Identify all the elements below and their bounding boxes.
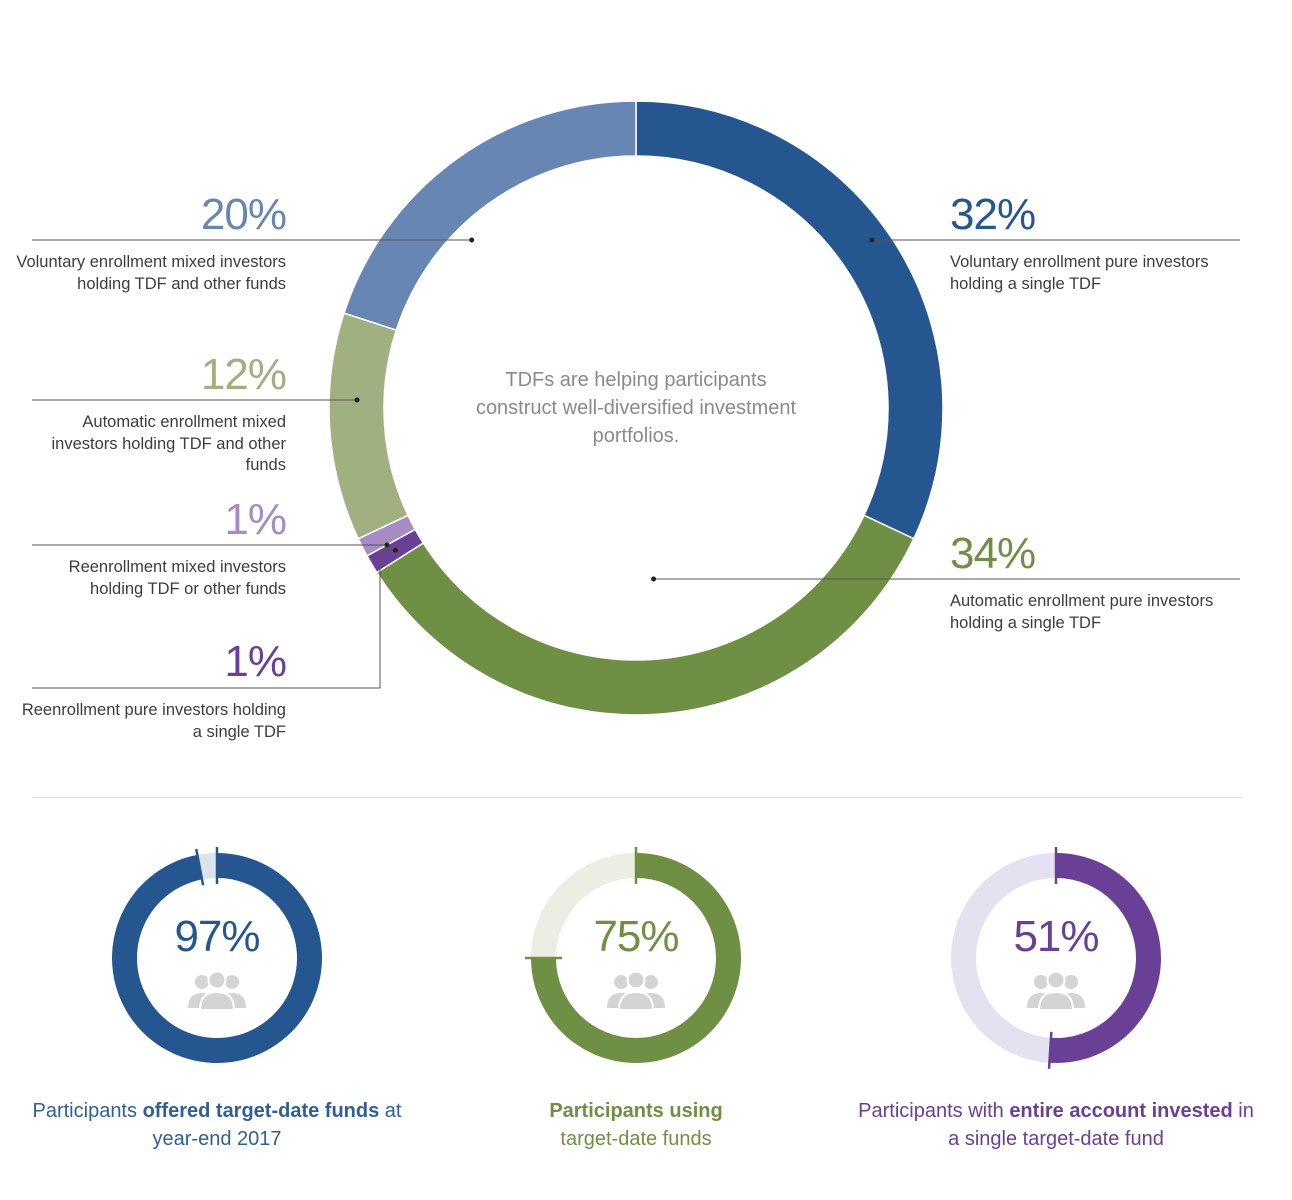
slice-desc-automatic-mixed: Automatic enrollment mixed investors hol… xyxy=(51,413,287,474)
slice-label-voluntary-pure: 32% xyxy=(950,190,1036,239)
donut-slices xyxy=(328,100,944,716)
donut-slice-0 xyxy=(635,100,944,540)
callout-dot-5 xyxy=(392,547,398,553)
ring-using-value: 75% xyxy=(593,912,679,961)
callout-lines xyxy=(32,237,1240,689)
slice-desc-reenrollment-pure: Reenrollment pure investors holding a si… xyxy=(21,701,286,741)
ring-using xyxy=(525,847,741,1063)
callout-line-5 xyxy=(32,549,396,689)
callout-dot-0 xyxy=(869,237,875,243)
slice-label-automatic-mixed: 12% xyxy=(200,350,287,399)
donut-center-text: TDFs are helping participants construct … xyxy=(475,369,797,447)
ring-entire-account xyxy=(950,847,1161,1069)
callout-dot-1 xyxy=(651,576,657,582)
donut-slice-4 xyxy=(328,312,409,540)
slice-label-automatic-pure: 34% xyxy=(950,529,1036,578)
ring-track xyxy=(531,853,636,958)
slice-desc-voluntary-pure: Voluntary enrollment pure investors hold… xyxy=(950,253,1209,293)
ring-track xyxy=(950,853,1056,1063)
ring-end-tick xyxy=(1047,1031,1053,1069)
slice-label-reenrollment-mixed: 1% xyxy=(224,495,287,544)
ring-entire-account-value: 51% xyxy=(1013,912,1099,961)
people-icon xyxy=(188,972,246,1011)
ring-offered-caption: Participants offered target-date funds a… xyxy=(32,1100,402,1150)
ring-entire-account-caption: Participants with entire account investe… xyxy=(858,1100,1254,1150)
people-icon xyxy=(1027,972,1085,1011)
slice-label-reenrollment-pure: 1% xyxy=(224,637,287,686)
ring-value-arc xyxy=(1049,853,1161,1063)
slice-desc-automatic-pure: Automatic enrollment pure investors hold… xyxy=(950,592,1214,632)
ring-track xyxy=(197,853,217,880)
ring-using-caption: Participants using target-date funds xyxy=(549,1100,723,1150)
slice-label-voluntary-mixed: 20% xyxy=(200,190,287,239)
slice-desc-voluntary-mixed: Voluntary enrollment mixed investors hol… xyxy=(16,253,286,293)
donut-chart xyxy=(32,100,1240,716)
ring-end-tick xyxy=(194,848,205,886)
ring-offered xyxy=(111,847,322,1063)
people-icon xyxy=(607,972,665,1011)
donut-slice-5 xyxy=(343,100,637,332)
slice-desc-reenrollment-mixed: Reenrollment mixed investors holding TDF… xyxy=(68,558,286,598)
callout-dot-4 xyxy=(384,542,390,548)
donut-slice-1 xyxy=(375,514,915,716)
callout-dot-3 xyxy=(354,397,360,403)
callout-dot-2 xyxy=(469,237,475,243)
ring-offered-value: 97% xyxy=(174,912,260,961)
section-divider xyxy=(32,797,1242,798)
